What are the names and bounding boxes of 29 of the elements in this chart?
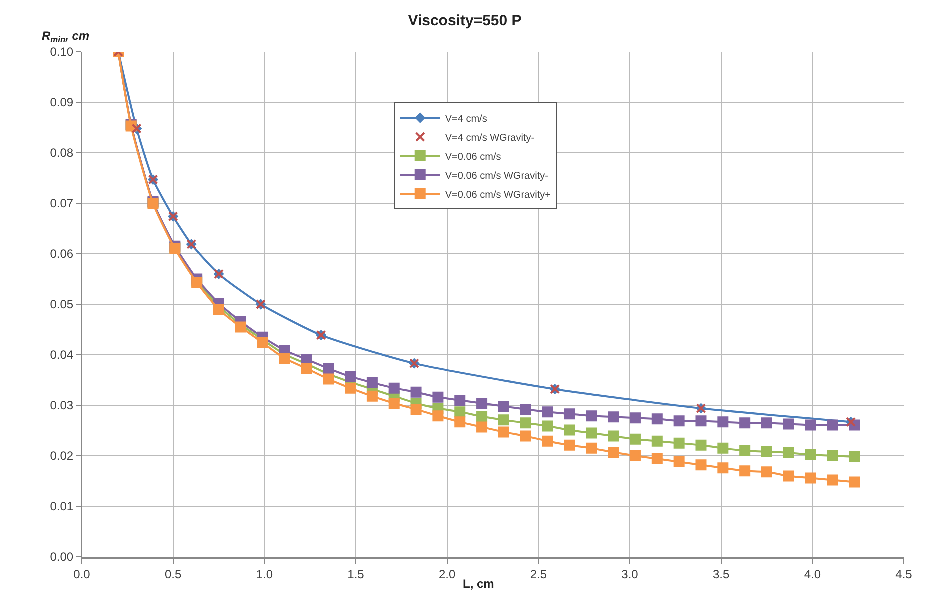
x-tick-label: 4.5 (896, 567, 913, 582)
y-tick-label: 0.09 (50, 96, 74, 110)
legend-label: V=0.06 cm/s WGravity- (445, 170, 548, 182)
x-tick-label: 3.0 (622, 567, 639, 582)
legend-label: V=0.06 cm/s WGravity+ (445, 190, 552, 201)
y-axis-title: R$_{min}$, cm (42, 29, 90, 45)
y-tick-label: 0.02 (50, 449, 74, 464)
chart-title: Viscosity=550 P (408, 12, 522, 30)
x-tick-label: 2.0 (438, 567, 456, 582)
y-tick-label: 0.10 (50, 45, 74, 60)
y-tick-label: 0.00 (50, 550, 74, 564)
y-tick-label: 0.07 (50, 196, 74, 211)
y-tick-label: 0.04 (50, 348, 74, 362)
y-tick-label: 0.05 (50, 298, 74, 312)
x-tick-label: 2.5 (530, 567, 548, 582)
x-tick-label: 0.5 (164, 567, 182, 582)
legend-label: V=0.06 cm/s (445, 152, 502, 163)
y-tick-label: 0.08 (50, 146, 74, 160)
y-tick-label: 0.03 (50, 398, 74, 413)
legend-label: V=4 cm/s WGravity- (445, 132, 535, 144)
x-axis-title: L, cm (463, 577, 494, 591)
x-tick-label: 3.5 (712, 567, 730, 582)
x-tick-label: 1.5 (348, 567, 365, 582)
x-tick-label: 1.0 (256, 567, 274, 582)
legend-label: V=4 cm/s (445, 114, 488, 125)
y-tick-label: 0.06 (50, 247, 74, 262)
x-tick-label: 4.0 (804, 567, 822, 582)
y-tick-label: 0.01 (50, 500, 74, 514)
x-tick-label: 0.0 (74, 567, 91, 582)
